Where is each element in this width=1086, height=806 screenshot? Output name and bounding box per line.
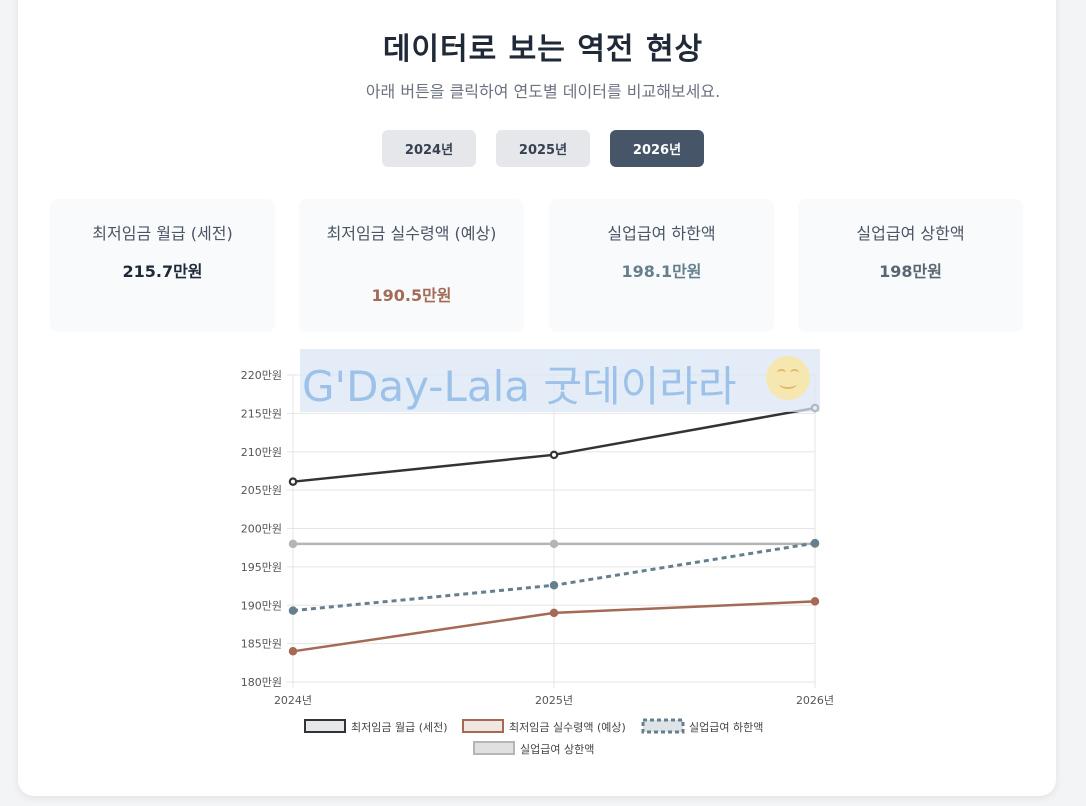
page-title: 데이터로 보는 역전 현상 — [382, 32, 704, 67]
y-tick-label: 185만원 — [241, 638, 282, 651]
stat-value: 198.1만원 — [621, 262, 702, 281]
stat-label: 실업급여 상한액 — [856, 224, 965, 243]
legend-swatch — [473, 741, 515, 755]
year-button-group: 2024년 2025년 2026년 — [0, 130, 1086, 167]
data-point-center — [291, 479, 295, 484]
stat-card-unemployment-min: 실업급여 하한액 198.1만원 — [549, 199, 774, 332]
stat-card-min-wage-gross: 최저임금 월급 (세전) 215.7만원 — [50, 199, 275, 332]
stat-label: 실업급여 하한액 — [607, 224, 716, 243]
legend-label: 최저임금 월급 (세전) — [351, 721, 448, 734]
legend-swatch — [304, 719, 346, 733]
stat-value: 190.5만원 — [371, 286, 452, 305]
year-button-2025[interactable]: 2025년 — [496, 130, 590, 167]
data-point — [549, 581, 559, 590]
y-tick-label: 210만원 — [241, 446, 282, 459]
stat-card-min-wage-net: 최저임금 실수령액 (예상) 190.5만원 — [299, 199, 524, 332]
legend-swatch — [462, 719, 504, 733]
y-tick-label: 190만원 — [241, 599, 282, 612]
data-point-center — [552, 452, 556, 457]
y-tick-label: 180만원 — [241, 676, 282, 689]
stat-label: 최저임금 실수령액 (예상) — [326, 224, 497, 243]
data-point — [288, 606, 298, 615]
data-point — [549, 539, 559, 549]
y-tick-label: 215만원 — [241, 407, 282, 420]
page-subtitle: 아래 버튼을 클릭하여 연도별 데이터를 비교해보세요. — [365, 82, 721, 101]
watermark-text: G'Day-Lala 굿데이라라 — [302, 362, 737, 411]
data-point — [288, 539, 298, 549]
y-tick-label: 195만원 — [241, 561, 282, 574]
x-tick-label: 2025년 — [535, 694, 573, 707]
legend-swatch — [641, 718, 685, 734]
x-tick-label: 2024년 — [274, 694, 312, 707]
year-button-2024[interactable]: 2024년 — [382, 130, 476, 167]
year-button-2026[interactable]: 2026년 — [610, 130, 704, 167]
legend-label: 실업급여 상한액 — [520, 743, 594, 756]
stat-card-unemployment-max: 실업급여 상한액 198만원 — [798, 199, 1023, 332]
x-tick-label: 2026년 — [796, 694, 834, 707]
smiley-icon — [766, 356, 810, 400]
y-tick-label: 200만원 — [241, 523, 282, 536]
y-tick-label: 205만원 — [241, 484, 282, 497]
data-point — [288, 647, 298, 656]
data-point — [810, 538, 820, 548]
data-point — [549, 608, 559, 618]
stat-value: 215.7만원 — [122, 262, 203, 281]
y-tick-label: 220만원 — [241, 369, 282, 382]
stat-label: 최저임금 월급 (세전) — [92, 224, 233, 243]
legend-label: 실업급여 하한액 — [689, 720, 763, 734]
stat-value: 198만원 — [879, 262, 942, 281]
data-point — [810, 597, 820, 606]
watermark: G'Day-Lala 굿데이라라 — [300, 349, 820, 412]
legend-label: 최저임금 실수령액 (예상) — [509, 721, 626, 734]
